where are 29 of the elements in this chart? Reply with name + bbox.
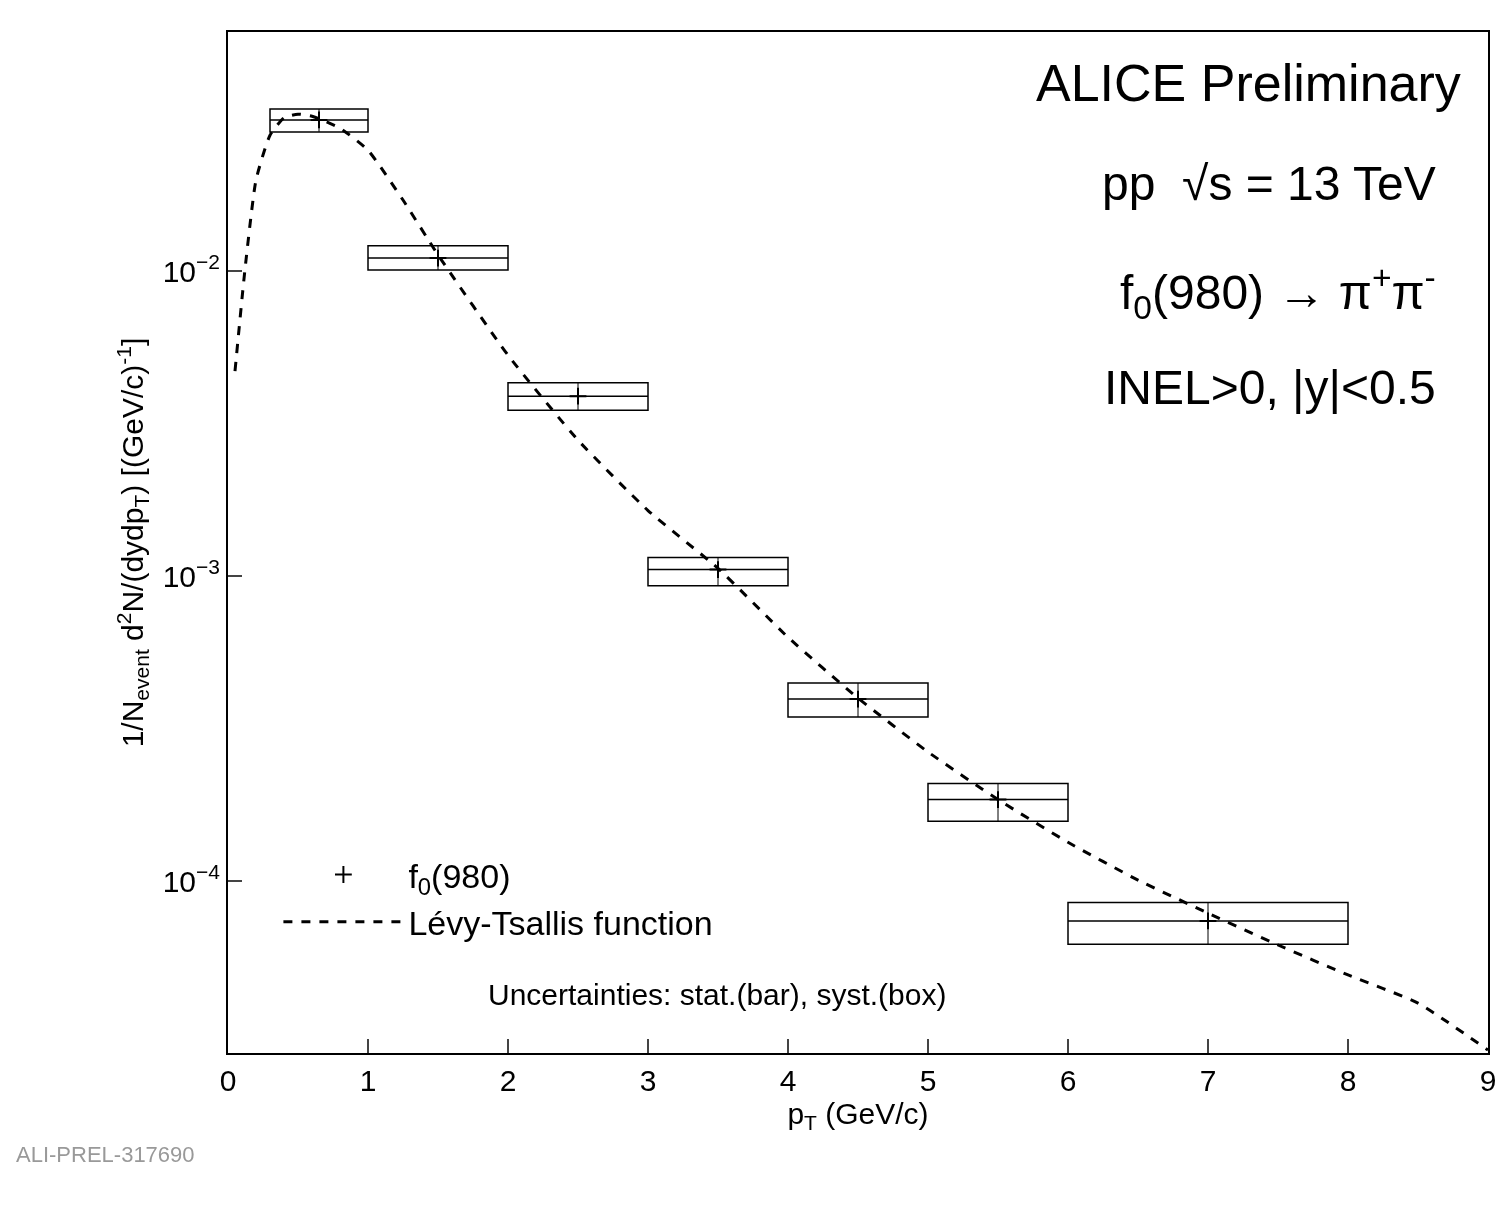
y-tick-label: 10$^{−3}$: [162, 554, 220, 593]
annotation: ALICE Preliminary: [1036, 54, 1461, 112]
x-tick-label: 9: [1479, 1064, 1497, 1097]
point: [988, 790, 1008, 809]
point: [309, 110, 329, 130]
point: [428, 248, 448, 268]
x-tick-label: 0: [219, 1064, 237, 1097]
x-tick-label: 2: [499, 1064, 517, 1097]
x-tick-label: 6: [1059, 1064, 1077, 1097]
x-tick-label: 7: [1199, 1064, 1217, 1097]
annotation: f$_{0}$(980) → π$^{+}$π$^{-}$: [1120, 259, 1436, 327]
legend-label: f$_{0}$(980): [408, 856, 511, 900]
point: [1198, 911, 1218, 931]
x-axis-title: p$_{T}$ (GeV/c): [787, 1097, 929, 1135]
annotation: INEL>0, |y|<0.5: [1104, 361, 1436, 414]
x-tick-label: 4: [779, 1064, 797, 1097]
point: [568, 386, 588, 406]
point: [708, 560, 728, 579]
annotation: pp √s = 13 TeV: [1102, 157, 1436, 210]
x-tick-label: 3: [639, 1064, 657, 1097]
x-tick-label: 1: [359, 1064, 377, 1097]
text: ALI-PREL-317690: [16, 1142, 195, 1167]
legend-label: Lévy-Tsallis function: [408, 903, 713, 942]
x-tick-label: 5: [919, 1064, 937, 1097]
y-tick-label: 10$^{−4}$: [162, 859, 221, 898]
annotation: Uncertainties: stat.(bar), syst.(box): [488, 978, 947, 1011]
point: [848, 689, 868, 709]
x-tick-label: 8: [1339, 1064, 1357, 1097]
y-tick-label: 10$^{−2}$: [162, 249, 220, 288]
